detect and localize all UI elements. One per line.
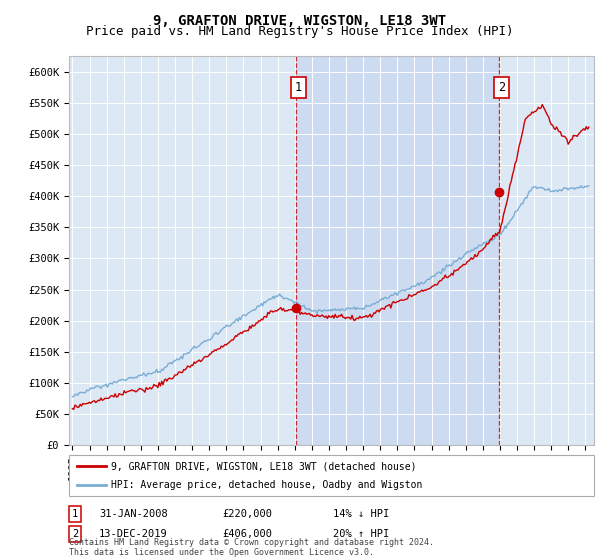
Text: 2: 2: [498, 81, 505, 94]
Bar: [296, 56, 499, 445]
Text: Price paid vs. HM Land Registry's House Price Index (HPI): Price paid vs. HM Land Registry's House …: [86, 25, 514, 38]
Text: £406,000: £406,000: [222, 529, 272, 539]
Text: HPI: Average price, detached house, Oadby and Wigston: HPI: Average price, detached house, Oadb…: [111, 480, 422, 489]
Text: 20% ↑ HPI: 20% ↑ HPI: [333, 529, 389, 539]
Text: 2: 2: [72, 529, 78, 539]
FancyBboxPatch shape: [69, 455, 594, 496]
Text: 9, GRAFTON DRIVE, WIGSTON, LE18 3WT (detached house): 9, GRAFTON DRIVE, WIGSTON, LE18 3WT (det…: [111, 461, 416, 471]
Text: 13-DEC-2019: 13-DEC-2019: [99, 529, 168, 539]
Text: 31-JAN-2008: 31-JAN-2008: [99, 509, 168, 519]
Text: 1: 1: [295, 81, 302, 94]
Text: 14% ↓ HPI: 14% ↓ HPI: [333, 509, 389, 519]
Text: Contains HM Land Registry data © Crown copyright and database right 2024.
This d: Contains HM Land Registry data © Crown c…: [69, 538, 434, 557]
Text: 1: 1: [72, 509, 78, 519]
Text: 9, GRAFTON DRIVE, WIGSTON, LE18 3WT: 9, GRAFTON DRIVE, WIGSTON, LE18 3WT: [154, 14, 446, 28]
Text: £220,000: £220,000: [222, 509, 272, 519]
